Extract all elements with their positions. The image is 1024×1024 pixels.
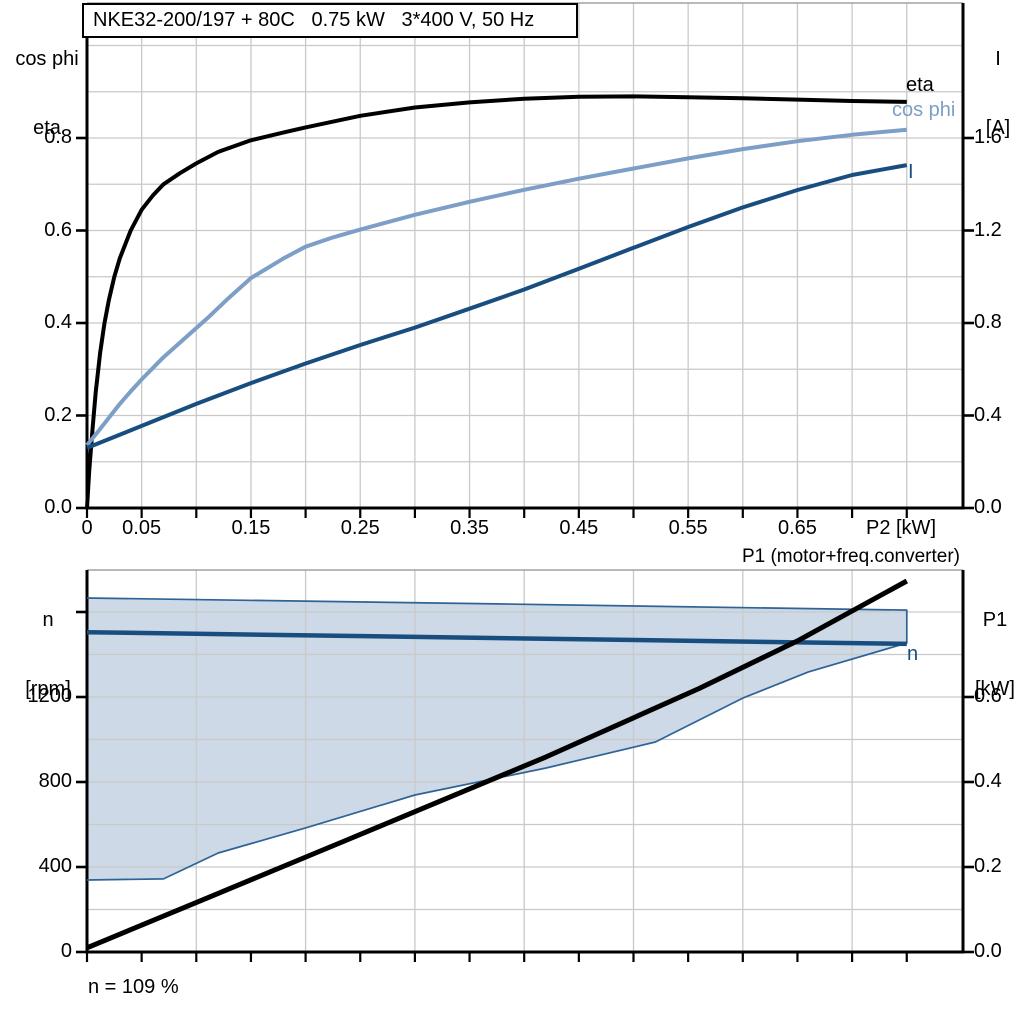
cos-phi-axis-label: cos phi (15, 48, 79, 70)
bottom-right-tick-label: 0.0 (974, 940, 1002, 962)
p2-tick-label: 0.15 (231, 517, 271, 539)
top-right-tick-label: 1.6 (974, 126, 1002, 148)
cos-phi-curve (85, 127, 907, 447)
p2-axis-title: P2 [kW] (865, 517, 936, 539)
top-right-tick-label: 0.4 (974, 403, 1002, 426)
n-curve-label: n (907, 643, 919, 665)
top-right-tick-label: 0.8 (974, 311, 1002, 333)
p2-tick-label: 0.05 (122, 517, 162, 539)
bottom-chart (76, 569, 974, 962)
top-left-axis-title: cos phi eta (6, 2, 88, 186)
current-curve (86, 163, 908, 450)
p1-unit-label: [kW] (975, 678, 1015, 700)
speed-curve (86, 629, 907, 647)
p1-series-title: P1 (motor+freq.converter) (741, 546, 960, 567)
bottom-right-tick-label: 0.2 (974, 855, 1002, 877)
speed-annotation: n = 109 % (88, 976, 179, 998)
p1-axis-label: P1 (982, 609, 1008, 631)
p1-curve (86, 578, 909, 951)
chart-title: NKE32-200/197 + 80C 0.75 kW 3*400 V, 50 … (93, 9, 535, 31)
top-left-tick-label: 0.6 (44, 218, 72, 241)
bottom-left-tick-label: 1200 (27, 685, 73, 707)
bottom-right-tick-label: 0.6 (974, 685, 1002, 707)
top-chart (76, 2, 974, 518)
bottom-right-axis-title: P1 [kW] (968, 563, 1022, 747)
current-curve-label: I (908, 161, 914, 183)
p2-tick-label: 0.65 (777, 517, 817, 539)
top-left-tick-label: 0.2 (44, 403, 72, 426)
top-left-tick-label: 0.4 (44, 311, 72, 333)
p2-tick-label: 0.25 (340, 517, 380, 539)
top-left-tick-label: 0.8 (44, 126, 72, 148)
p2-tick-label: 0.45 (559, 517, 599, 539)
eta-curve-label: eta (906, 74, 934, 96)
p2-tick-label: 0.55 (668, 517, 708, 539)
speed-axis-label: n (42, 609, 54, 631)
current-unit-label: [A] (985, 117, 1011, 139)
bottom-left-tick-label: 400 (38, 855, 72, 877)
current-axis-label: I (995, 48, 1001, 70)
p2-tick-label: 0.35 (450, 517, 490, 539)
bottom-left-tick-label: 0 (60, 940, 72, 962)
bottom-right-tick-label: 0.4 (974, 770, 1002, 792)
chart-title-box: NKE32-200/197 + 80C 0.75 kW 3*400 V, 50 … (82, 3, 578, 38)
top-right-tick-label: 0.0 (974, 496, 1002, 518)
eta-axis-label: eta (33, 117, 61, 139)
cos-phi-curve-label: cos phi (892, 99, 956, 121)
top-left-tick-label: 0.0 (44, 496, 72, 518)
bottom-left-tick-label: 800 (38, 770, 72, 792)
speed-unit-label: [rpm] (25, 678, 71, 700)
bottom-left-axis-title: n [rpm] (10, 563, 86, 747)
eta-curve (85, 94, 907, 509)
speed-control-range-outline (86, 597, 908, 881)
top-right-tick-label: 1.2 (974, 218, 1002, 241)
p2-tick-label: 0 (81, 517, 93, 539)
top-right-axis-title: I [A] (972, 2, 1024, 186)
